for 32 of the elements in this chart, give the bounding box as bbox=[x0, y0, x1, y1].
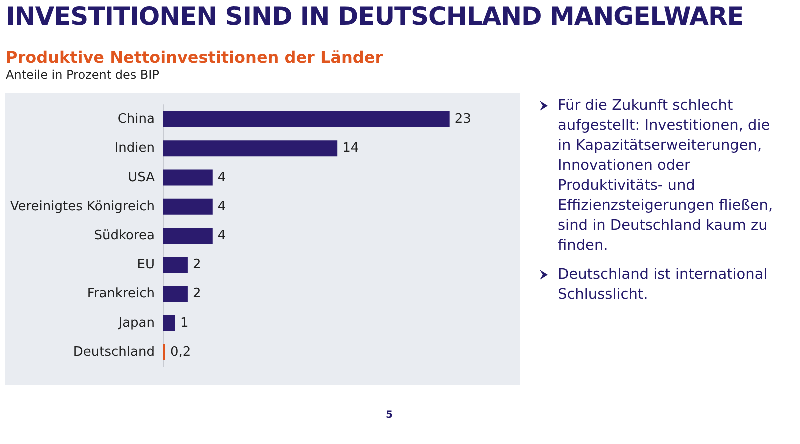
data-label: 4 bbox=[218, 199, 226, 214]
y-tick-label: USA bbox=[128, 170, 156, 186]
bar bbox=[163, 198, 213, 215]
x-axis-title: Anteile in Prozent des BIP bbox=[6, 68, 160, 82]
data-label: 2 bbox=[192, 258, 202, 273]
text: Für die Zukunft schlecht aufgestellt: Investitionen, die in Kapazitätserweiterungen, Innovationen oder Produktivitäts- und Effizienzsteigerungen fließen, sind in Deutschland kaum zu finden. bbox=[558, 98, 774, 254]
bar bbox=[163, 257, 188, 274]
bar bbox=[163, 170, 213, 186]
bar bbox=[163, 140, 338, 157]
data-label: 23 bbox=[454, 112, 472, 128]
bar bbox=[163, 315, 176, 332]
data-label: 1 bbox=[180, 316, 189, 331]
data-label: 14 bbox=[342, 141, 360, 156]
bar bbox=[163, 286, 188, 302]
data-label: 4 bbox=[218, 228, 226, 244]
data-label: 0,2 bbox=[170, 344, 192, 360]
y-tick-label: Deutschland bbox=[73, 344, 155, 360]
y-tick-label: EU bbox=[137, 258, 155, 273]
y-tick-label: Indien bbox=[114, 141, 155, 156]
y-tick-label: China bbox=[118, 112, 155, 128]
bar bbox=[163, 228, 213, 244]
data-label: 4 bbox=[218, 170, 226, 186]
bar bbox=[163, 112, 450, 128]
y-tick-label: Südkorea bbox=[94, 228, 155, 244]
y-tick-label: Frankreich bbox=[87, 286, 155, 302]
text: Deutschland ist international Schlusslicht. bbox=[558, 267, 768, 303]
text: 5 bbox=[386, 410, 393, 421]
y-tick-label: Japan bbox=[118, 316, 155, 331]
y-tick-label: Vereinigtes Königreich bbox=[10, 199, 155, 214]
data-label: 2 bbox=[192, 286, 202, 302]
chart-subtitle: Produktive Nettoinvestitionen der Länder bbox=[6, 48, 384, 67]
chart-title: INVESTITIONEN SIND IN DEUTSCHLAND MANGELWARE bbox=[6, 2, 744, 31]
